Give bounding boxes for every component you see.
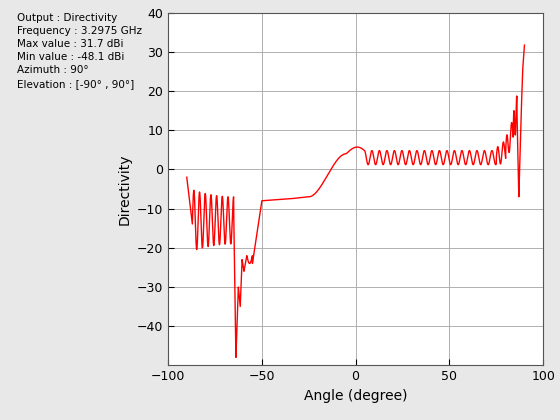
Y-axis label: Directivity: Directivity <box>117 153 131 225</box>
Text: Output : Directivity
Frequency : 3.2975 GHz
Max value : 31.7 dBi
Min value : -48: Output : Directivity Frequency : 3.2975 … <box>17 13 142 89</box>
X-axis label: Angle (degree): Angle (degree) <box>304 389 407 403</box>
